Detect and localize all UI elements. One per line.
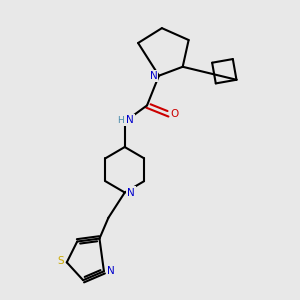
Text: N: N: [127, 188, 135, 197]
Text: N: N: [106, 266, 114, 276]
Text: S: S: [57, 256, 64, 266]
Text: N: N: [150, 71, 158, 81]
Text: N: N: [126, 115, 134, 125]
Text: H: H: [117, 116, 124, 125]
Text: O: O: [170, 109, 179, 119]
